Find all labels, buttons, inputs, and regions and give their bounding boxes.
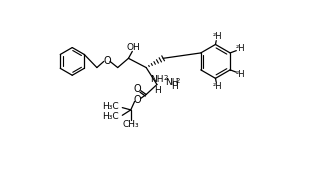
Text: 2: 2 xyxy=(175,78,180,84)
Text: ²H: ²H xyxy=(236,44,246,53)
Text: NH: NH xyxy=(150,75,164,84)
Text: O: O xyxy=(134,84,141,94)
Text: CH₃: CH₃ xyxy=(122,120,139,129)
Text: ²H: ²H xyxy=(213,82,223,91)
Text: ²H: ²H xyxy=(236,70,246,79)
Text: NH: NH xyxy=(165,78,179,87)
Text: O: O xyxy=(103,56,111,66)
Text: 2: 2 xyxy=(163,75,167,81)
Text: ²H: ²H xyxy=(213,32,223,41)
Text: OH: OH xyxy=(127,43,141,52)
Text: O: O xyxy=(134,95,141,105)
Text: H₃C: H₃C xyxy=(103,112,119,121)
Text: H₃C: H₃C xyxy=(103,102,119,111)
Text: H: H xyxy=(171,82,178,91)
Text: H: H xyxy=(154,86,161,95)
